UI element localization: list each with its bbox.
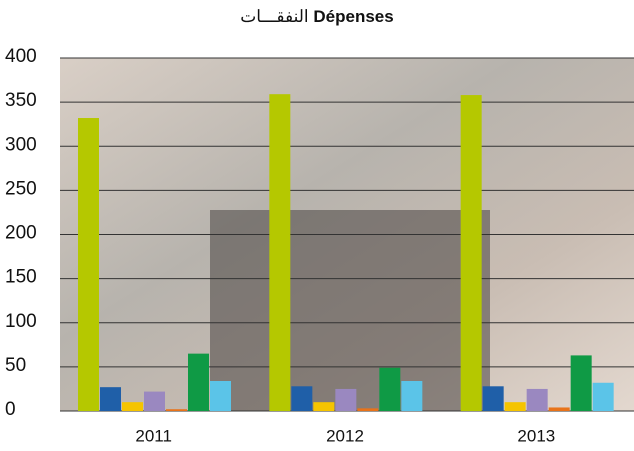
y-tick-label: 200: [5, 223, 37, 244]
y-tick-label: 100: [5, 311, 37, 332]
bar: [100, 387, 121, 411]
bar: [122, 402, 143, 411]
bar: [78, 118, 99, 411]
x-tick-label: 2012: [326, 426, 364, 445]
bar: [269, 94, 291, 412]
bar: [379, 367, 401, 411]
y-tick-label: 50: [5, 355, 26, 376]
bar: [504, 402, 526, 411]
y-tick-label: 300: [5, 134, 37, 155]
y-tick-label: 150: [5, 267, 37, 288]
y-tick-label: 350: [5, 90, 37, 111]
bar: [313, 402, 335, 411]
y-tick-label: 0: [5, 399, 16, 420]
bar: [548, 407, 570, 411]
y-tick-label: 400: [5, 46, 37, 67]
bar: [166, 409, 187, 411]
bar: [460, 95, 482, 411]
x-tick-label: 2011: [135, 426, 172, 445]
bar: [210, 380, 231, 411]
bar: [144, 391, 165, 411]
bar: [592, 382, 614, 411]
bar: [335, 388, 357, 411]
background-photo-wallet: [210, 210, 490, 411]
bar: [482, 386, 504, 411]
title-fr: Dépenses: [313, 7, 393, 26]
bar: [570, 355, 592, 411]
bar: [291, 386, 313, 411]
bar: [188, 353, 209, 411]
bar: [526, 388, 548, 411]
bar: [357, 408, 379, 411]
bar: [401, 380, 423, 411]
chart-title: النفقـــات Dépenses: [240, 7, 393, 26]
y-tick-label: 250: [5, 178, 37, 199]
x-tick-label: 2013: [517, 426, 555, 445]
title-ar: النفقـــات: [240, 7, 308, 26]
